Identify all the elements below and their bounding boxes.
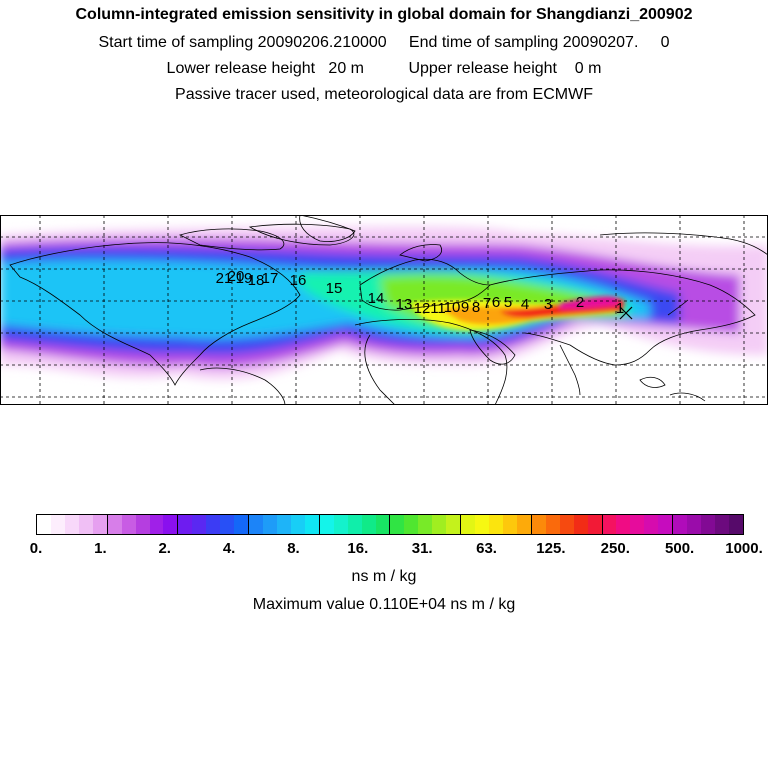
colorbar-swatch: [178, 515, 193, 534]
colorbar-swatch: [432, 515, 447, 534]
colorbar-tick-label: 1.: [94, 540, 107, 557]
colorbar-swatch: [616, 515, 631, 534]
colorbar-swatch: [644, 515, 659, 534]
colorbar-tick-label: 63.: [476, 540, 497, 557]
trajectory-day-label: 14: [368, 290, 385, 307]
trajectory-day-label: 9: [461, 299, 469, 316]
colorbar-swatch: [559, 515, 574, 534]
colorbar-swatch: [64, 515, 79, 534]
colorbar-swatch: [37, 515, 51, 534]
tracer-info: Passive tracer used, meteorological data…: [175, 86, 593, 103]
colorbar-swatch: [220, 515, 235, 534]
release-site-marker: [619, 306, 633, 320]
trajectory-day-label: 21: [216, 270, 233, 287]
colorbar-tick-label: 500.: [665, 540, 695, 557]
sampling-times: Start time of sampling 20090206.210000 E…: [98, 34, 670, 51]
maximum-value: Maximum value 0.110E+04 ns m / kg: [252, 596, 516, 613]
trajectory-day-label: 18: [248, 272, 265, 289]
trajectory-day-label: 17: [262, 270, 279, 287]
colorbar-swatch: [92, 515, 108, 534]
graticule: [0, 215, 768, 405]
colorbar-swatch: [375, 515, 391, 534]
colorbar-swatch: [516, 515, 532, 534]
colorbar-swatch: [728, 515, 743, 534]
colorbar-swatch: [290, 515, 305, 534]
trajectory-day-label: 19: [236, 270, 253, 287]
colorbar-swatch: [715, 515, 729, 534]
colorbar-swatch: [121, 515, 136, 534]
colorbar-swatch: [361, 515, 376, 534]
colorbar-swatch: [404, 515, 419, 534]
trajectory-day-label: 20: [228, 268, 245, 285]
colorbar-swatch: [461, 515, 476, 534]
colorbar-swatch: [78, 515, 93, 534]
trajectory-day-label: 4: [521, 296, 529, 313]
colorbar-swatch: [531, 515, 546, 534]
colorbar-swatch: [50, 515, 65, 534]
release-heights: Lower release height 20 m Upper release …: [166, 60, 602, 77]
trajectory-day-label: 1: [616, 300, 624, 317]
colorbar-tick-label: 4.: [222, 540, 236, 557]
colorbar: [36, 514, 744, 535]
colorbar-swatch: [418, 515, 433, 534]
colorbar-swatch: [192, 515, 207, 534]
colorbar-tick-label: 0.: [29, 540, 43, 557]
colorbar-tick-label: 125.: [536, 540, 566, 557]
colorbar-swatch: [249, 515, 263, 534]
trajectory-day-label: 3: [544, 296, 552, 313]
trajectory-day-label: 13: [396, 296, 413, 313]
trajectory-day-label: 12: [414, 300, 431, 317]
trajectory-day-label: 10: [444, 299, 461, 316]
colorbar-swatch: [602, 515, 617, 534]
colorbar-swatch: [263, 515, 277, 534]
trajectory-day-label: 2: [576, 294, 584, 311]
colorbar-swatch: [135, 515, 150, 534]
colorbar-swatch: [276, 515, 291, 534]
colorbar-swatch: [107, 515, 122, 534]
colorbar-tick-label: 2.: [158, 540, 171, 557]
trajectory-day-label: 7: [483, 295, 491, 312]
colorbar-swatch: [587, 515, 603, 534]
colorbar-swatch: [319, 515, 334, 534]
trajectory-day-label: 16: [290, 272, 307, 289]
colorbar-tick-label: 1000.: [725, 540, 763, 557]
emission-sensitivity-map: 1 2 3 4 5 6 7 8 9 10 11 12 13 14 15 16 17 18 19 20 21: [0, 215, 768, 405]
trajectory-day-label: 15: [326, 280, 343, 297]
colorbar-swatch: [206, 515, 221, 534]
colorbar-swatch: [163, 515, 179, 534]
colorbar-swatch: [304, 515, 320, 534]
trajectory-day-label: 8: [472, 299, 480, 316]
coastlines: [9, 215, 768, 405]
colorbar-swatch: [446, 515, 462, 534]
colorbar-swatch: [489, 515, 503, 534]
plot-title: Column-integrated emission sensitivity i…: [75, 6, 693, 23]
colorbar-swatch: [658, 515, 674, 534]
sensitivity-field: [0, 226, 768, 380]
trajectory-day-label: 11: [430, 300, 446, 317]
colorbar-unit: ns m / kg: [351, 568, 417, 585]
trajectory-day-label: 6: [492, 294, 500, 311]
colorbar-swatch: [502, 515, 517, 534]
colorbar-swatch: [701, 515, 715, 534]
colorbar-tick-label: 8.: [287, 540, 300, 557]
colorbar-swatch: [347, 515, 362, 534]
colorbar-swatch: [234, 515, 250, 534]
colorbar-tick-label: 250.: [600, 540, 630, 557]
colorbar-swatch: [545, 515, 560, 534]
colorbar-swatch: [390, 515, 405, 534]
colorbar-swatch: [630, 515, 645, 534]
colorbar-swatch: [687, 515, 702, 534]
colorbar-swatch: [149, 515, 164, 534]
colorbar-tick-label: 16.: [347, 540, 369, 557]
colorbar-tick-label: 31.: [411, 540, 433, 557]
colorbar-swatch: [333, 515, 348, 534]
colorbar-swatch: [573, 515, 588, 534]
colorbar-swatch: [475, 515, 489, 534]
colorbar-swatch: [673, 515, 688, 534]
trajectory-day-label: 5: [504, 294, 512, 311]
